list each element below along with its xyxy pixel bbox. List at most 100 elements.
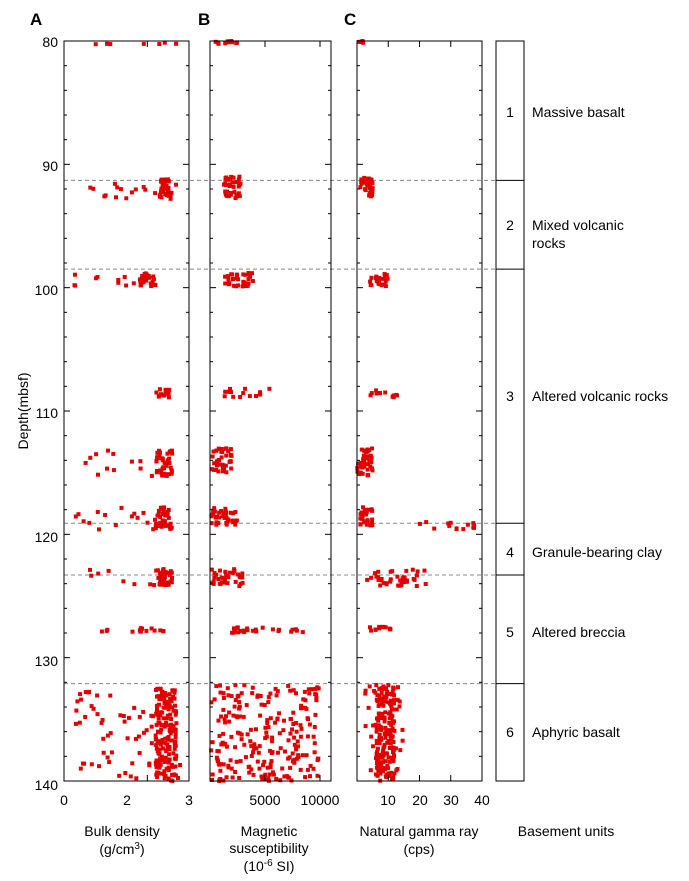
data-point (368, 183, 373, 188)
data-point (383, 735, 388, 740)
data-point (162, 40, 167, 45)
data-point (243, 272, 248, 277)
data-point (365, 454, 370, 459)
data-point (108, 693, 113, 698)
data-point (149, 741, 154, 746)
data-point (162, 759, 167, 764)
data-point (375, 758, 380, 763)
data-point (234, 518, 239, 523)
data-point (243, 386, 248, 391)
data-point (227, 719, 232, 724)
data-point (73, 272, 77, 277)
data-point (173, 735, 178, 739)
data-point (374, 574, 379, 579)
data-point (160, 740, 164, 744)
data-point (161, 578, 166, 583)
data-point (359, 465, 364, 469)
data-point (167, 703, 172, 708)
data-point (368, 464, 373, 469)
data-point (380, 276, 384, 281)
data-point (165, 512, 170, 517)
data-point (383, 390, 388, 395)
data-point (216, 718, 221, 723)
data-point (300, 753, 305, 758)
data-point (166, 768, 171, 773)
data-point (275, 716, 280, 721)
data-point (159, 186, 164, 191)
data-point (122, 275, 127, 279)
data-point (410, 567, 415, 572)
data-point (95, 510, 100, 514)
data-point (289, 629, 294, 634)
data-point (228, 758, 233, 763)
data-point (165, 177, 170, 182)
data-point (138, 277, 142, 282)
data-point (258, 392, 263, 397)
data-point (153, 526, 158, 531)
data-point (153, 522, 158, 527)
panel-a-frame (63, 40, 190, 782)
data-point (231, 283, 236, 288)
data-point (373, 722, 378, 727)
data-point (365, 577, 370, 582)
data-point (216, 469, 221, 474)
data-point (377, 732, 382, 737)
data-point (216, 446, 221, 451)
x-tick-label: 3 (185, 792, 193, 808)
data-point (298, 767, 303, 772)
data-point (290, 727, 295, 732)
data-point (219, 455, 224, 460)
data-point (248, 727, 253, 732)
xlabel-b-line1: Magnetic (241, 823, 298, 839)
data-point (377, 741, 382, 746)
data-point (156, 508, 161, 513)
data-point (173, 703, 178, 708)
data-point (166, 707, 171, 712)
data-point (311, 766, 316, 771)
data-point (393, 746, 398, 751)
unit-6-name: Aphyric basalt (532, 724, 620, 740)
data-point (280, 766, 285, 771)
data-point (302, 689, 307, 694)
data-point (148, 582, 153, 587)
data-point (156, 524, 161, 528)
data-point (152, 583, 157, 587)
data-point (172, 746, 177, 751)
data-point (114, 195, 118, 200)
data-point (132, 705, 137, 710)
panel-letter-b: B (198, 10, 210, 29)
data-point (232, 704, 237, 709)
data-point (224, 744, 229, 749)
data-point (388, 710, 393, 715)
data-point (162, 700, 167, 705)
data-point (164, 699, 169, 704)
data-point (163, 691, 168, 696)
data-point (262, 759, 267, 764)
data-point (76, 512, 81, 517)
data-point (367, 176, 372, 181)
data-point (117, 773, 122, 778)
data-point (164, 716, 169, 721)
data-point (158, 762, 163, 767)
data-point (389, 716, 394, 721)
data-point (103, 193, 108, 198)
data-point (97, 527, 101, 532)
data-point (226, 194, 231, 199)
data-point (221, 731, 226, 736)
data-point (152, 628, 157, 633)
data-point (168, 193, 173, 197)
data-point (213, 515, 218, 520)
data-point (301, 697, 306, 702)
data-point (209, 521, 214, 526)
data-point (161, 746, 165, 751)
data-point (369, 275, 374, 280)
data-point (105, 41, 109, 46)
data-point (156, 771, 161, 775)
data-point (392, 693, 397, 698)
data-point (169, 471, 174, 476)
data-point (424, 520, 429, 525)
data-point (111, 468, 116, 473)
data-point (171, 695, 176, 699)
data-point (134, 776, 139, 781)
data-point (153, 191, 158, 196)
